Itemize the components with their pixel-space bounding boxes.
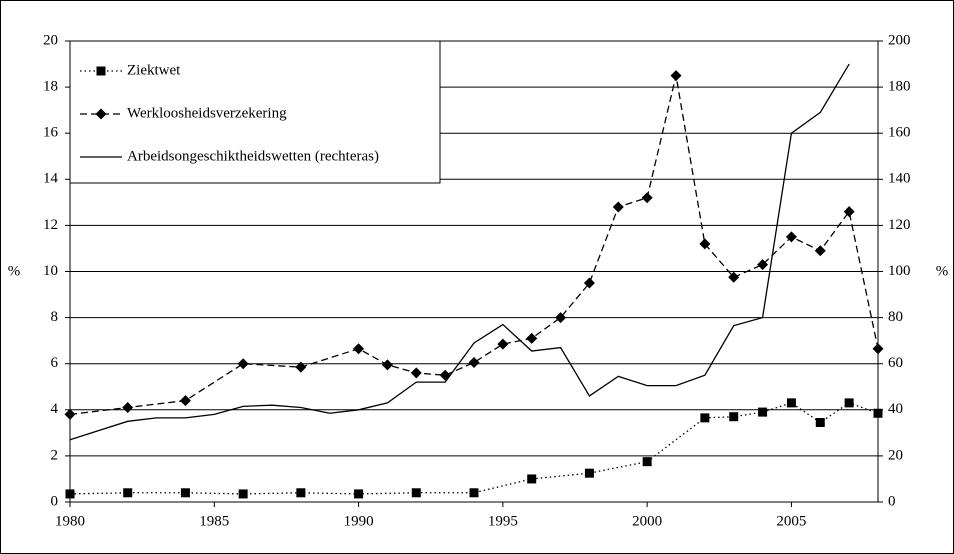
legend-label: Ziektwet — [127, 62, 181, 78]
legend-box — [69, 40, 441, 184]
data-point — [814, 245, 826, 257]
data-point — [180, 488, 190, 498]
data-point — [122, 401, 134, 413]
y-tick-label: 4 — [51, 401, 59, 417]
data-point — [526, 332, 538, 344]
series-line — [69, 63, 850, 441]
y-tick-label: 12 — [43, 217, 58, 233]
data-point — [872, 343, 884, 355]
data-point — [353, 343, 365, 355]
y-tick-label: 6 — [51, 355, 59, 371]
y-axis-label: % — [8, 263, 21, 279]
y-tick-label: 20 — [43, 32, 58, 48]
data-point — [527, 474, 537, 484]
y-tick-label: 0 — [51, 493, 59, 509]
data-point — [757, 259, 769, 271]
y2-tick-label: 100 — [888, 263, 911, 279]
data-point — [296, 488, 306, 498]
legend-marker — [95, 108, 107, 120]
data-point — [179, 395, 191, 407]
data-point — [843, 206, 855, 218]
x-tick-label: 1990 — [344, 513, 374, 529]
data-point — [469, 488, 479, 498]
data-point — [642, 457, 652, 467]
x-tick-label: 2000 — [632, 513, 662, 529]
y2-tick-label: 140 — [888, 171, 911, 187]
data-point — [612, 201, 624, 213]
data-point — [65, 489, 75, 499]
data-point — [584, 468, 594, 478]
x-tick-label: 2005 — [776, 513, 806, 529]
y2-tick-label: 120 — [888, 217, 911, 233]
data-point — [295, 361, 307, 373]
data-point — [237, 358, 249, 370]
y-tick-label: 2 — [51, 447, 59, 463]
y2-tick-label: 60 — [888, 355, 903, 371]
data-point — [497, 338, 509, 350]
y-tick-label: 8 — [51, 309, 59, 325]
data-point — [786, 398, 796, 408]
y2-tick-label: 160 — [888, 125, 911, 141]
series-line — [69, 75, 879, 416]
y2-tick-label: 200 — [888, 32, 911, 48]
legend-label: Arbeidsongeschiktheidswetten (rechteras) — [127, 148, 379, 164]
y2-tick-label: 20 — [888, 447, 903, 463]
data-point — [381, 359, 393, 371]
y2-tick-label: 80 — [888, 309, 903, 325]
data-point — [555, 312, 567, 324]
data-point — [670, 70, 682, 82]
legend-label: Werkloosheidsverzekering — [127, 105, 287, 121]
y2-tick-label: 40 — [888, 401, 903, 417]
y-tick-label: 10 — [43, 263, 58, 279]
data-point — [641, 192, 653, 204]
x-tick-label: 1985 — [199, 513, 229, 529]
data-point — [815, 417, 825, 427]
data-point — [583, 277, 595, 289]
data-point — [699, 238, 711, 250]
data-point — [411, 488, 421, 498]
data-point — [123, 488, 133, 498]
data-point — [758, 407, 768, 417]
y2-tick-label: 180 — [888, 79, 911, 95]
legend-marker — [96, 66, 106, 76]
data-point — [64, 408, 76, 420]
data-point — [354, 489, 364, 499]
data-point — [873, 408, 883, 418]
y2-axis-label: % — [936, 263, 949, 279]
data-point — [844, 398, 854, 408]
y-tick-label: 14 — [43, 171, 59, 187]
data-point — [238, 489, 248, 499]
x-tick-label: 1995 — [488, 513, 518, 529]
data-point — [410, 367, 422, 379]
y-tick-label: 18 — [43, 79, 58, 95]
y-tick-label: 16 — [43, 125, 59, 141]
data-point — [700, 413, 710, 423]
x-tick-label: 1980 — [55, 513, 85, 529]
data-point — [785, 231, 797, 243]
data-point — [728, 271, 740, 283]
data-point — [729, 412, 739, 422]
data-point — [468, 357, 480, 369]
y2-tick-label: 0 — [888, 493, 896, 509]
